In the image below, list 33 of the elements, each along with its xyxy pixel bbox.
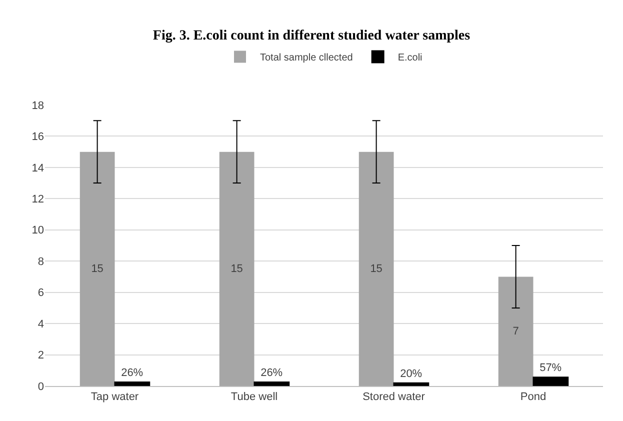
y-tick-label: 16 [32,131,44,144]
bar [532,376,569,386]
x-tick-label: Tube well [230,391,278,404]
bar [358,152,394,386]
data-label: 26% [260,366,283,379]
y-tick-label: 6 [38,287,44,300]
y-tick-label: 10 [32,224,44,237]
y-tick-label: 14 [32,162,44,174]
x-tick-label: Pond [520,391,546,404]
data-label: 20% [400,368,422,380]
y-tick-label: 0 [38,380,44,393]
data-label: 15 [370,262,382,275]
x-tick-label: Stored water [362,391,426,404]
bar [219,152,254,386]
data-label: 57% [540,362,562,374]
bar [498,276,534,386]
y-tick-label: 12 [32,194,44,206]
bar [254,381,290,386]
y-tick-label: 2 [38,350,44,362]
bar [114,381,150,386]
y-tick-label: 18 [32,100,44,112]
legend-label: Total sample cllected [260,52,353,64]
legend-label: E.coli [398,52,422,64]
data-label: 26% [121,366,144,379]
bar [393,382,430,386]
data-label: 15 [230,262,243,275]
chart-title: Fig. 3. E.coli count in different studied water samples [152,28,471,44]
data-label: 15 [91,262,104,275]
bar [80,152,115,386]
y-tick-label: 4 [38,318,44,330]
data-label: 7 [512,325,519,338]
x-tick-label: Tap water [90,391,139,404]
y-tick-label: 8 [38,256,44,268]
